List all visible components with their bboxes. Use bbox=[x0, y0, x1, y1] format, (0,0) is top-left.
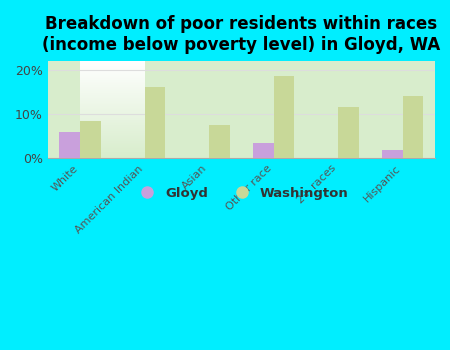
Bar bbox=[253, 143, 274, 158]
Bar bbox=[274, 76, 294, 158]
Legend: Gloyd, Washington: Gloyd, Washington bbox=[129, 182, 354, 205]
Title: Breakdown of poor residents within races
(income below poverty level) in Gloyd, : Breakdown of poor residents within races… bbox=[42, 15, 441, 54]
Bar bbox=[80, 121, 101, 158]
Bar bbox=[382, 149, 403, 158]
Bar bbox=[144, 88, 165, 158]
Bar bbox=[59, 132, 80, 158]
Bar bbox=[403, 96, 423, 158]
Bar bbox=[338, 107, 359, 158]
Bar bbox=[209, 125, 230, 158]
